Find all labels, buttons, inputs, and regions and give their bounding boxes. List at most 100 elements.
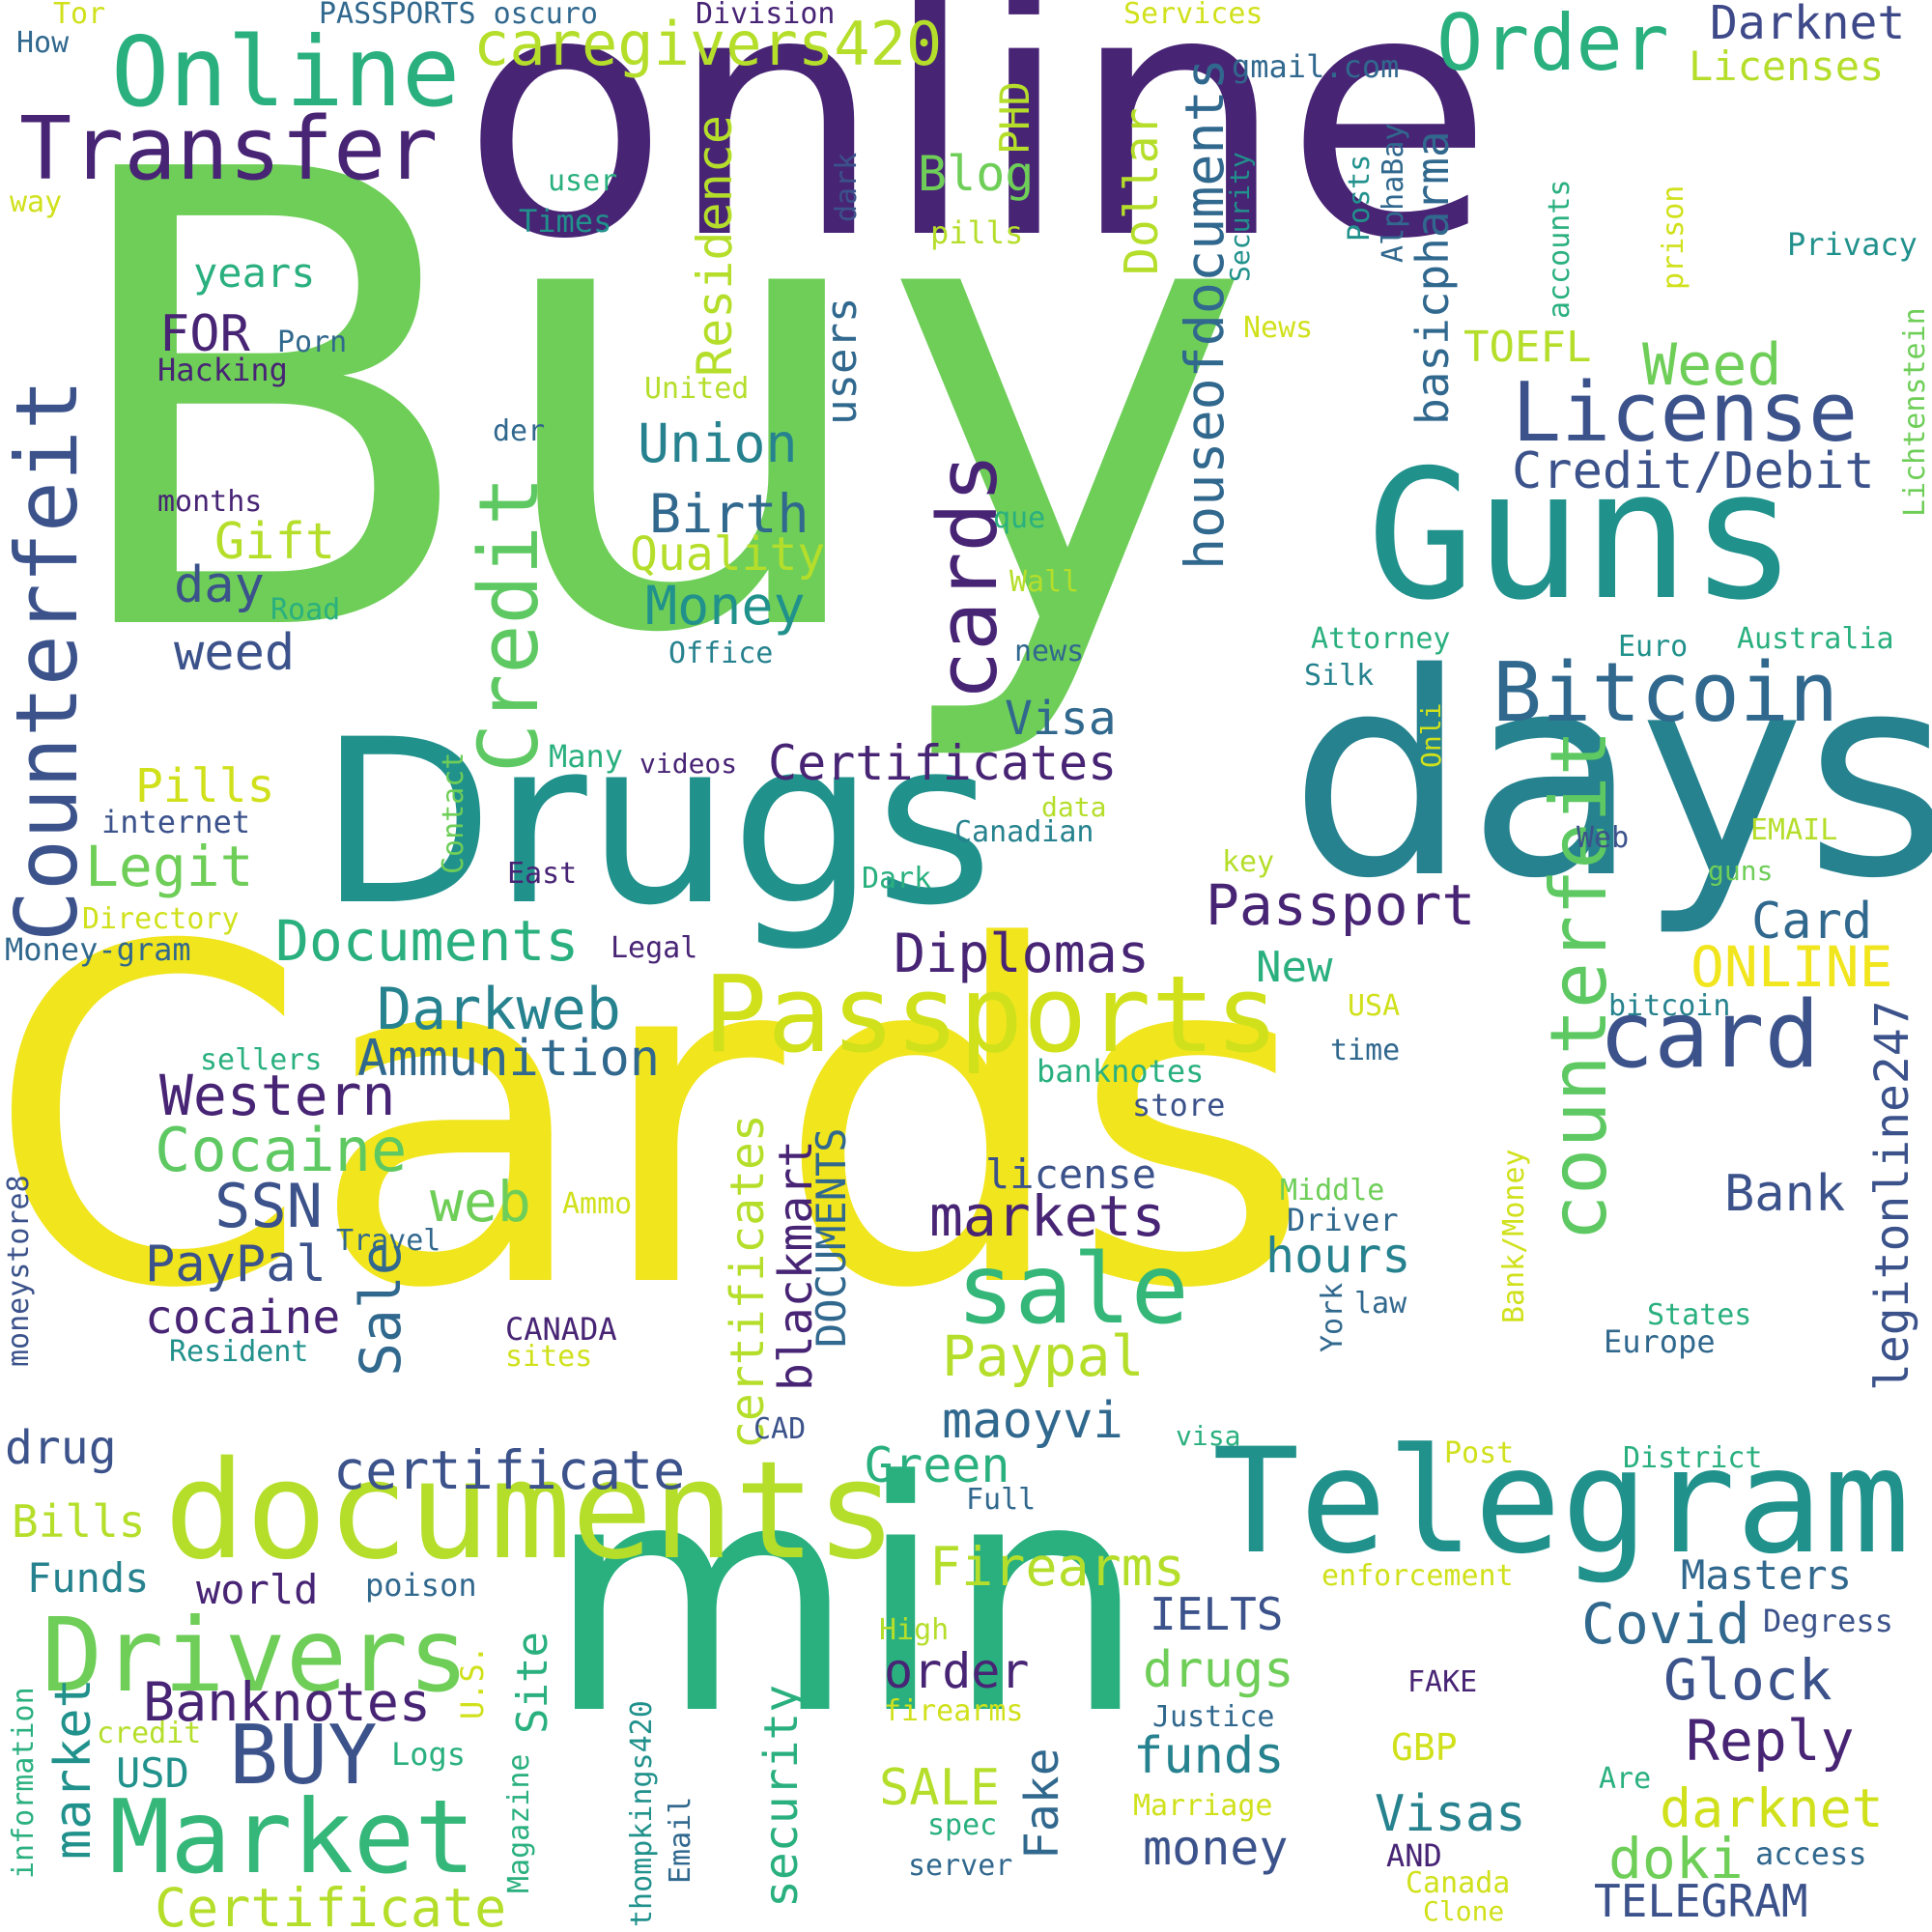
word-cocaine-lc: cocaine (145, 1291, 341, 1345)
word-credit: Credit (462, 475, 557, 773)
word-covid: Covid (1581, 1591, 1750, 1657)
word-euro: Euro (1618, 630, 1689, 664)
word-houseof: houseofdocuments (1174, 58, 1236, 570)
word-usa: USA (1348, 989, 1401, 1023)
word-card-cap: Card (1751, 893, 1873, 951)
word-day: day (174, 556, 265, 614)
word-email: Email (664, 1796, 697, 1884)
word-office: Office (668, 637, 774, 670)
word-certificate-cap: Certificate (155, 1877, 507, 1932)
word-web: web (430, 1169, 531, 1235)
word-licenses: Licenses (1689, 43, 1885, 90)
word-residence: Residence (687, 115, 743, 377)
word-wall: Wall (1009, 565, 1080, 599)
word-phd: PHD (991, 81, 1038, 155)
word-email-caps: EMAIL (1750, 813, 1838, 847)
word-accounts: accounts (1543, 179, 1577, 320)
word-fake: Fake (1015, 1747, 1069, 1860)
word-license-lc: license (985, 1151, 1157, 1198)
word-attorney: Attorney (1311, 622, 1451, 656)
word-how: How (16, 26, 70, 60)
word-enforcement: enforcement (1321, 1559, 1514, 1593)
word-visa-lc: visa (1176, 1420, 1241, 1452)
word-logs: Logs (391, 1736, 467, 1773)
word-magazine: Magazine (502, 1753, 536, 1894)
word-counterfeit: Counterfeit (0, 379, 97, 942)
word-post: Post (1444, 1436, 1515, 1470)
word-weed: Weed (1642, 331, 1782, 399)
word-darkweb: Darkweb (377, 976, 621, 1043)
word-pills-lc: pills (930, 214, 1024, 251)
word-many: Many (549, 738, 624, 775)
word-drivers: Drivers (42, 1597, 469, 1715)
word-credit-lc: credit (97, 1717, 202, 1750)
word-months: months (157, 485, 263, 519)
word-bank: Bank (1724, 1165, 1846, 1223)
word-news-lc: news (1014, 635, 1085, 668)
word-gift: Gift (214, 513, 336, 571)
word-certificate: certificate (333, 1439, 686, 1501)
word-united: United (644, 372, 750, 406)
word-legal: Legal (611, 931, 698, 965)
word-district: District (1623, 1441, 1763, 1475)
word-ammunition: Ammunition (357, 1030, 661, 1088)
word-certificates: Certificates (768, 735, 1118, 791)
word-directory: Directory (82, 902, 240, 936)
word-travel: Travel (336, 1224, 441, 1258)
word-east: East (507, 857, 578, 891)
word-canadian: Canadian (954, 815, 1094, 849)
word-poison: poison (365, 1567, 477, 1604)
word-blog: Blog (918, 146, 1035, 202)
word-dollar: Dollar (1115, 107, 1169, 275)
word-cad: CAD (753, 1412, 807, 1446)
word-card: card (1599, 982, 1820, 1089)
word-users: users (817, 297, 867, 425)
word-prison: prison (1657, 185, 1690, 290)
word-market-lc: market (44, 1678, 102, 1860)
word-days: days (1290, 614, 1932, 940)
word-documents-caps: DOCUMENTS (808, 1127, 855, 1348)
word-der: der (493, 414, 546, 448)
word-license: License (1512, 365, 1859, 461)
word-privacy: Privacy (1787, 226, 1918, 263)
word-que: que (993, 501, 1046, 535)
word-access: access (1755, 1835, 1867, 1872)
word-drugs: Drugs (319, 692, 994, 955)
word-dark: Dark (862, 862, 932, 895)
word-diplomas: Diplomas (894, 923, 1150, 984)
word-telegram-caps: TELEGRAM (1594, 1875, 1808, 1927)
word-online: online (462, 0, 1493, 313)
word-division: Division (696, 0, 836, 31)
word-sale-cap: Sale (348, 1241, 413, 1377)
word-min: min (546, 1413, 1148, 1784)
word-information: information (7, 1687, 41, 1879)
word-road: Road (270, 593, 341, 627)
word-buy-caps: BUY (229, 1708, 378, 1804)
word-moneystore: moneystore8 (2, 1175, 36, 1367)
word-law: law (1354, 1287, 1407, 1321)
word-videos: videos (639, 748, 738, 780)
word-user: user (548, 164, 618, 198)
word-market: Market (109, 1778, 476, 1896)
word-guns: Guns (1367, 431, 1798, 639)
word-telegram: Telegram (1212, 1418, 1911, 1586)
word-times: Times (519, 203, 612, 240)
word-online-cap: Online (111, 15, 461, 128)
word-legit: Legit (85, 834, 254, 899)
word-masters: Masters (1681, 1551, 1853, 1599)
word-spec: spec (927, 1808, 998, 1842)
word-lichtenstein: Lichtenstein (1898, 307, 1932, 517)
word-york: York (1316, 1282, 1350, 1352)
word-security: security (754, 1684, 809, 1908)
word-certificates-lc: certificates (721, 1114, 775, 1449)
word-money-gram: Money-gram (5, 931, 191, 968)
word-pills: Pills (135, 759, 275, 813)
word-dark-lc: dark (830, 152, 864, 222)
word-paypal-lc: Paypal (942, 1323, 1145, 1389)
word-degress: Degress (1763, 1603, 1893, 1639)
word-bank-money: Bank/Money (1497, 1149, 1531, 1323)
word-europe: Europe (1604, 1323, 1716, 1360)
word-darknet-lc: darknet (1660, 1777, 1884, 1839)
word-world: world (196, 1566, 319, 1613)
word-drug: drug (5, 1421, 117, 1475)
